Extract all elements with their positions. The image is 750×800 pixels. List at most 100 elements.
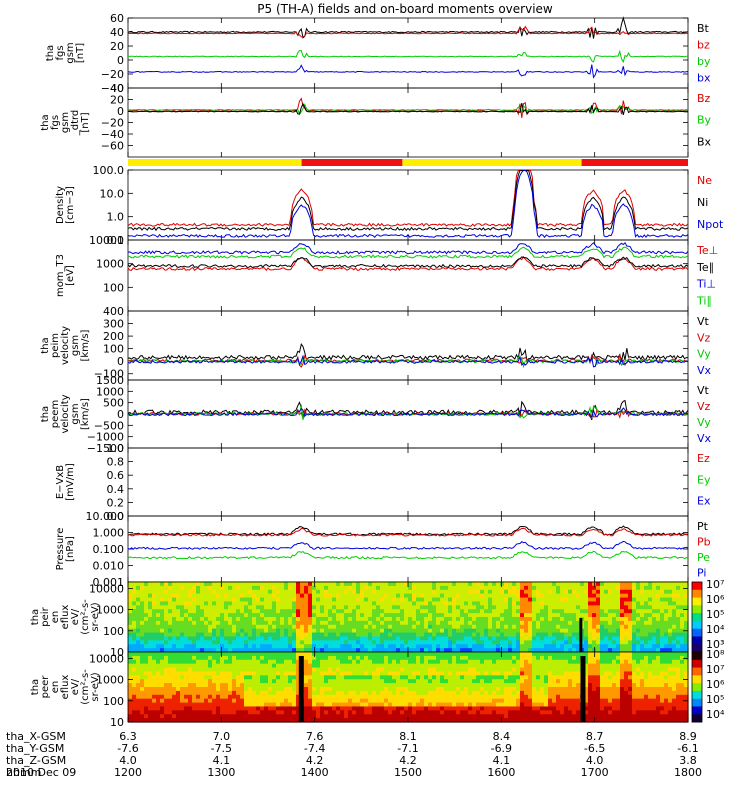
spec-cell (684, 620, 689, 626)
spec-cell (380, 679, 385, 684)
spec-cell (328, 659, 333, 665)
spec-cell (652, 620, 657, 626)
spec-cell (340, 698, 345, 704)
spec-cell (276, 585, 281, 591)
spec-cell (316, 597, 321, 603)
spec-cell (568, 597, 573, 603)
spec-cell (356, 675, 361, 680)
spec-cell (232, 605, 237, 610)
spec-cell (360, 652, 365, 657)
spec-cell (128, 593, 133, 599)
spec-cell (372, 648, 377, 653)
spec-cell (336, 632, 341, 638)
spec-cell (232, 585, 237, 591)
spec-cell (316, 605, 321, 610)
spec-cell (368, 589, 373, 595)
spec-cell (496, 655, 501, 661)
spec-cell (328, 663, 333, 669)
spec-cell (132, 687, 137, 692)
colorbar-tick-label: 10⁷ (706, 578, 724, 591)
spec-cell (656, 585, 661, 591)
panel-frame (127, 447, 689, 517)
spec-cell (380, 648, 385, 653)
spec-cell (540, 593, 545, 599)
spec-cell (300, 597, 305, 603)
spec-cell (136, 718, 141, 723)
spec-cell (652, 585, 657, 591)
spec-cell (156, 671, 161, 676)
spec-cell (532, 690, 537, 696)
spec-cell (400, 698, 405, 704)
spec-cell (176, 640, 181, 645)
spec-cell (524, 655, 529, 661)
spec-cell (196, 636, 201, 641)
spec-cell (416, 706, 421, 711)
spec-cell (256, 597, 261, 603)
spec-cell (492, 585, 497, 591)
spec-cell (216, 589, 221, 595)
spec-cell (448, 609, 453, 614)
spec-cell (500, 624, 505, 630)
spec-cell (424, 706, 429, 711)
spec-cell (284, 593, 289, 599)
spec-cell (508, 609, 513, 614)
spec-cell (436, 593, 441, 599)
spec-cell (164, 648, 169, 653)
spec-cell (276, 648, 281, 653)
spec-cell (612, 593, 617, 599)
spec-cell (216, 679, 221, 684)
spec-cell (440, 702, 445, 708)
spec-cell (216, 690, 221, 696)
spec-cell (472, 706, 477, 711)
spec-cell (132, 628, 137, 634)
spec-cell (480, 690, 485, 696)
spec-cell (136, 589, 141, 595)
spec-cell (304, 617, 309, 622)
spec-cell (316, 640, 321, 645)
spec-cell (196, 671, 201, 676)
spec-cell (292, 663, 297, 669)
spec-cell (268, 644, 273, 649)
spec-cell (420, 589, 425, 595)
spec-cell (244, 714, 249, 719)
spec-cell (464, 632, 469, 638)
spec-cell (176, 706, 181, 711)
spec-cell (444, 589, 449, 595)
y-tick-label: 0 (117, 105, 124, 118)
spec-cell (224, 652, 229, 657)
spec-cell (460, 690, 465, 696)
spec-cell (552, 620, 557, 626)
spec-cell (404, 648, 409, 653)
spec-cell (480, 640, 485, 645)
spec-cell (564, 644, 569, 649)
spec-cell (320, 582, 325, 587)
spec-cell (304, 667, 309, 673)
spec-cell (476, 663, 481, 669)
spec-cell (572, 609, 577, 614)
spec-cell (532, 582, 537, 587)
spec-cell (436, 702, 441, 708)
spec-cell (440, 718, 445, 723)
spec-cell (348, 597, 353, 603)
spec-cell (336, 620, 341, 626)
legend-Ne: Ne (697, 174, 712, 187)
spec-cell (464, 667, 469, 673)
spec-cell (512, 714, 517, 719)
spec-cell (440, 593, 445, 599)
spec-cell (156, 694, 161, 700)
spec-cell (356, 589, 361, 595)
spec-cell (400, 628, 405, 634)
spec-cell (528, 706, 533, 711)
spec-cell (204, 617, 209, 622)
spec-cell (512, 718, 517, 723)
spec-cell (444, 690, 449, 696)
spec-cell (344, 663, 349, 669)
spec-cell (180, 601, 185, 606)
spec-cell (420, 702, 425, 708)
spec-cell (504, 628, 509, 634)
spec-cell (364, 675, 369, 680)
spec-cell (220, 585, 225, 591)
spec-cell (292, 648, 297, 653)
spec-cell (188, 644, 193, 649)
spec-cell (324, 702, 329, 708)
